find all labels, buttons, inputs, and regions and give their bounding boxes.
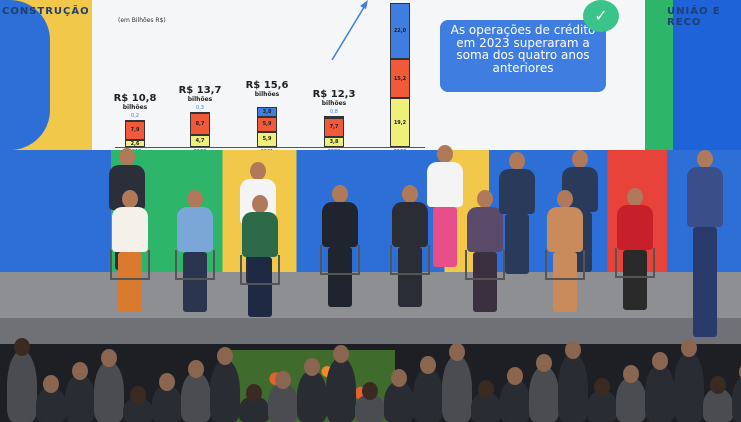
bar-segment-bb-2022: 3,8: [324, 137, 344, 147]
audience-member: [616, 365, 646, 422]
audience-member: [239, 384, 269, 422]
bar-segment-caixa-2021: 5,9: [257, 116, 277, 132]
audience-member: [413, 356, 443, 422]
audience-member: [94, 349, 124, 422]
bar-value-label: 0,3: [196, 105, 204, 112]
audience-member: [7, 338, 37, 422]
audience-member: [674, 339, 704, 422]
bar-value-label: 0,8: [330, 108, 338, 115]
audience-member: [500, 367, 530, 422]
audience-member: [268, 371, 298, 422]
growth-arrow-icon: [331, 0, 368, 60]
audience-member: [703, 376, 733, 422]
bar-segment-bndes-2022: [324, 115, 344, 118]
audience-member: [123, 386, 153, 422]
backdrop-right-text: UNIÃO E RECO: [667, 6, 721, 28]
audience-member: [36, 375, 66, 422]
bar-segment-bb-2020: 4,7: [190, 135, 210, 147]
audience-member: [732, 363, 741, 422]
government-logo: [590, 152, 636, 168]
bar-segment-bndes-2020: [190, 112, 210, 115]
audience-member: [558, 341, 588, 422]
bar-segment-bb-2023: 19,2: [390, 98, 410, 147]
backdrop-left-panel: [0, 0, 92, 150]
audience-member: [297, 358, 327, 422]
bar-segment-bndes-2019: [125, 119, 145, 122]
audience-member: [355, 382, 385, 422]
bar-segment-caixa-2020: 8,7: [190, 112, 210, 135]
audience-member: [384, 369, 414, 422]
bar-total-label: R$ 12,3 bilhões: [312, 88, 356, 107]
backdrop-right-panel: [645, 0, 741, 150]
audience-member: [152, 373, 182, 422]
audience-member: [587, 378, 617, 422]
bar-segment-bndes-2021: 3,8: [257, 107, 277, 117]
bar-total-label: R$ 10,8 bilhões: [113, 92, 157, 111]
bar-value-label: 0,2: [131, 112, 139, 119]
audience-member: [326, 345, 356, 422]
stage-edge: [0, 318, 741, 344]
audience-member: [645, 352, 675, 422]
bar-total-label: R$ 15,6 bilhões: [245, 80, 289, 99]
chart-baseline: [115, 147, 425, 148]
audience-member: [442, 343, 472, 422]
bar-segment-caixa-2019: 7,9: [125, 120, 145, 141]
bar-segment-bb-2021: 5,9: [257, 131, 277, 147]
bar-total-label: R$ 13,7 bilhões: [178, 85, 222, 104]
audience-member: [65, 362, 95, 422]
audience-member: [529, 354, 559, 422]
bar-segment-bndes-2023: 22,0: [390, 3, 410, 60]
backdrop-left-text: CONSTRUÇÃO: [2, 6, 90, 17]
callout-box: As operações de crédito em 2023 superara…: [440, 20, 606, 92]
bar-segment-caixa-2022: 7,7: [324, 117, 344, 138]
bar-segment-bb-2019: 2,6: [125, 140, 145, 147]
chart-unit-label: (em Bilhões R$): [118, 17, 166, 24]
audience-member: [471, 380, 501, 422]
audience-member: [181, 360, 211, 422]
audience-member: [210, 347, 240, 422]
bar-segment-caixa-2023: 15,2: [390, 59, 410, 99]
check-badge-icon: ✓: [583, 0, 619, 32]
